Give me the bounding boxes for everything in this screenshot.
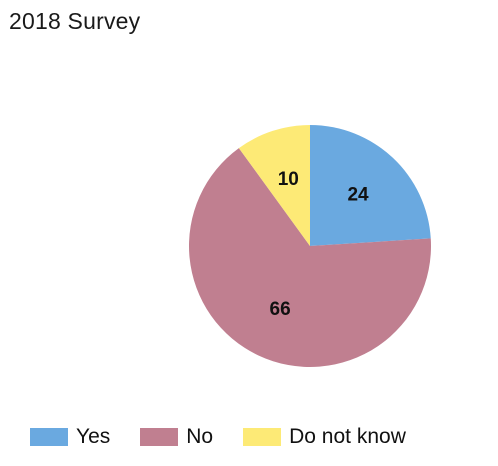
legend-label-do-not-know: Do not know: [289, 425, 406, 448]
legend-label-yes: Yes: [76, 425, 111, 448]
legend: Yes No Do not know: [30, 424, 406, 450]
legend-item-yes: Yes: [30, 425, 110, 449]
pie-slice-do-not-know: [238, 125, 310, 246]
legend-item-no: No: [140, 425, 213, 449]
data-label-no: 66: [270, 299, 291, 320]
data-label-do-not-know: 10: [278, 169, 299, 190]
pie-slice-no: [188, 148, 431, 367]
legend-label-no: No: [186, 425, 214, 448]
legend-item-do-not-know: Do not know: [243, 425, 406, 449]
data-label-yes: 24: [347, 184, 369, 205]
pie-slice-yes: [310, 125, 431, 246]
legend-swatch-yes: [30, 428, 68, 446]
chart-title: 2018 Survey: [9, 8, 141, 34]
legend-swatch-do-not-know: [243, 428, 282, 446]
legend-swatch-no: [140, 428, 179, 446]
